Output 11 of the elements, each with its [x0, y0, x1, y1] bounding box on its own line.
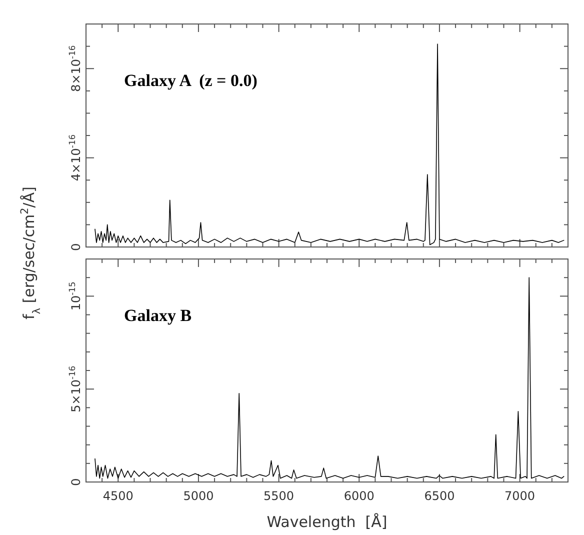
x-tick-label: 6000	[344, 489, 374, 503]
x-axis-title: Wavelength [Å]	[266, 513, 388, 531]
x-tick-label: 5500	[264, 489, 294, 503]
x-tick-label: 4500	[102, 489, 134, 503]
y-tick-label: 0	[69, 243, 83, 251]
x-tick-label: 5000	[183, 489, 214, 503]
x-tick-label: 7000	[504, 489, 536, 503]
y-tick-label: 0	[69, 478, 83, 486]
annotation: Galaxy A (z = 0.0)	[124, 71, 258, 90]
x-tick-label: 6500	[424, 489, 455, 503]
annotation: Galaxy B	[124, 306, 192, 325]
